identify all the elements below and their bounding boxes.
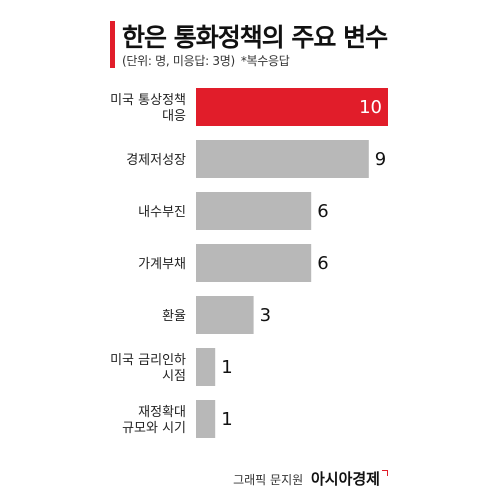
value-label-0: 10 xyxy=(359,97,382,118)
chart-subtitle: (단위: 명, 미응답: 3명) *복수응답 xyxy=(122,52,290,69)
bar-0 xyxy=(196,88,388,126)
bar-2 xyxy=(196,192,312,230)
brand-mark-icon xyxy=(382,470,388,476)
value-label-5: 1 xyxy=(221,357,232,378)
value-label-2: 6 xyxy=(317,201,328,222)
bar-4 xyxy=(196,296,254,334)
bar-5 xyxy=(196,348,216,386)
category-label-3: 가계부채 xyxy=(138,257,186,272)
footer-credit: 그래픽 문지원 아시아경제 xyxy=(233,468,388,489)
bar-chart: 미국 통상정책 대응 10 경제저성장 9 내수부진 6 가계부채 6 환율 3 미국 금리인하 시점 1… xyxy=(110,88,388,438)
category-label-6: 재정확대 규모와 시기 xyxy=(122,405,186,436)
title-accent-bar xyxy=(110,21,115,68)
category-label-2: 내수부진 xyxy=(138,205,186,220)
category-label-4: 환율 xyxy=(162,309,186,324)
category-label-1: 경제저성장 xyxy=(126,153,186,168)
value-label-3: 6 xyxy=(317,253,328,274)
category-label-0: 미국 통상정책 대응 xyxy=(110,93,186,124)
chart-title: 한은 통화정책의 주요 변수 xyxy=(122,23,388,52)
value-label-1: 9 xyxy=(375,149,386,170)
brand-logo: 아시아경제 xyxy=(310,470,380,488)
multi-answer-note: *복수응답 xyxy=(240,54,290,68)
bar-1 xyxy=(196,140,369,178)
value-label-6: 1 xyxy=(221,409,232,430)
unit-note: (단위: 명, 미응답: 3명) xyxy=(122,54,235,68)
bar-3 xyxy=(196,244,312,282)
category-label-5: 미국 금리인하 시점 xyxy=(110,353,186,384)
graphic-credit: 그래픽 문지원 xyxy=(233,473,304,487)
value-label-4: 3 xyxy=(260,305,271,326)
bar-6 xyxy=(196,400,216,438)
